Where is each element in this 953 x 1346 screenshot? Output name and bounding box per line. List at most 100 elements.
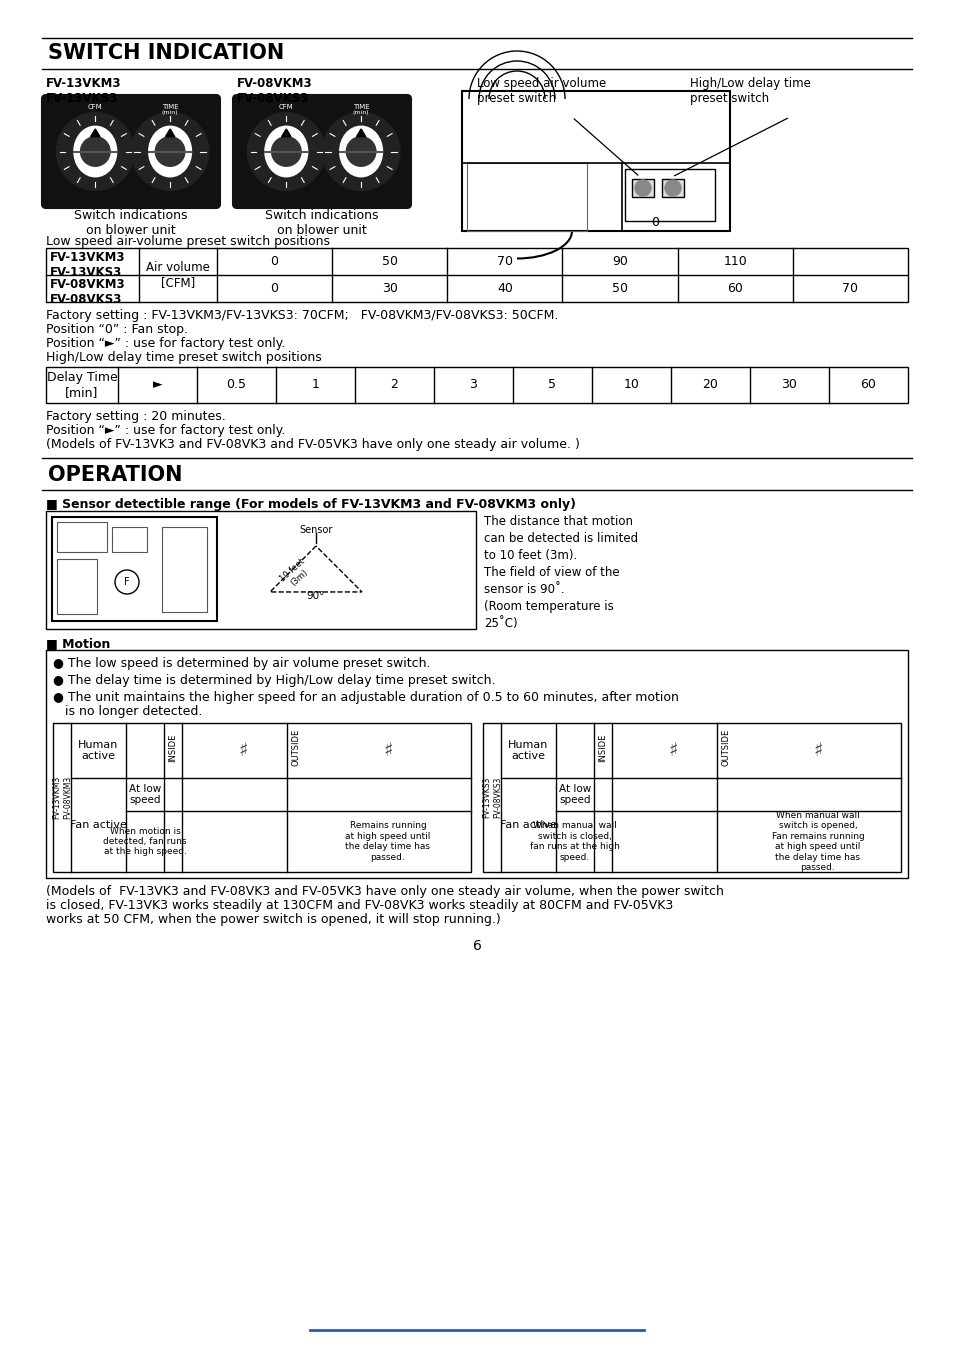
Text: At low
speed: At low speed — [558, 783, 591, 805]
Bar — [467, 163, 586, 232]
Text: 5: 5 — [548, 378, 556, 392]
Text: 10: 10 — [623, 378, 639, 392]
Text: TIME: TIME — [353, 104, 369, 110]
Text: Factory setting : FV-13VKM3/FV-13VKS3: 70CFM;   FV-08VKM3/FV-08VKS3: 50CFM.: Factory setting : FV-13VKM3/FV-13VKS3: 7… — [46, 310, 558, 322]
Text: 70: 70 — [841, 283, 858, 295]
Text: FV-08VKM3
FV-08VKS3: FV-08VKM3 FV-08VKS3 — [236, 77, 313, 105]
Text: 6: 6 — [472, 940, 481, 953]
Circle shape — [132, 113, 209, 190]
Text: Fan active: Fan active — [70, 820, 127, 830]
Text: ● The unit maintains the higher speed for an adjustable duration of 0.5 to 60 mi: ● The unit maintains the higher speed fo… — [53, 690, 679, 704]
Text: ♯: ♯ — [383, 742, 393, 760]
Circle shape — [247, 113, 325, 190]
Text: FV-13VKS3
FV-08VKS3: FV-13VKS3 FV-08VKS3 — [481, 777, 501, 818]
Circle shape — [664, 180, 680, 197]
Text: Sensor: Sensor — [299, 525, 333, 534]
Circle shape — [155, 137, 185, 167]
Text: ♯: ♯ — [668, 742, 678, 760]
Text: ■ Motion: ■ Motion — [46, 637, 111, 650]
Text: 30: 30 — [381, 283, 397, 295]
Text: Position “►” : use for factory test only.: Position “►” : use for factory test only… — [46, 424, 285, 437]
Text: High/Low delay time preset switch positions: High/Low delay time preset switch positi… — [46, 351, 321, 363]
Bar — [46, 650, 907, 878]
Text: 10 feet
(3m): 10 feet (3m) — [278, 557, 314, 591]
Text: INSIDE: INSIDE — [598, 734, 607, 762]
Bar — [52, 517, 216, 621]
Text: 50: 50 — [612, 283, 627, 295]
Text: At low
speed: At low speed — [129, 783, 161, 805]
Text: (Models of  FV-13VK3 and FV-08VK3 and FV-05VK3 have only one steady air volume, : (Models of FV-13VK3 and FV-08VK3 and FV-… — [46, 886, 723, 898]
Text: works at 50 CFM, when the power switch is opened, it will stop running.): works at 50 CFM, when the power switch i… — [46, 913, 500, 926]
Text: FV-13VKM3
FV-13VKS3: FV-13VKM3 FV-13VKS3 — [50, 250, 126, 279]
Text: Human
active: Human active — [508, 740, 548, 762]
Text: TIME: TIME — [162, 104, 178, 110]
Circle shape — [80, 137, 110, 167]
Text: FV-08VKM3
FV-08VKS3: FV-08VKM3 FV-08VKS3 — [50, 279, 126, 306]
Text: is no longer detected.: is no longer detected. — [53, 705, 202, 717]
Bar — [53, 723, 471, 872]
Text: 0.5: 0.5 — [226, 378, 246, 392]
Text: ♯: ♯ — [812, 742, 821, 760]
Text: OPERATION: OPERATION — [48, 464, 182, 485]
Text: When manual wall
switch is closed,
fan runs at the high
speed.: When manual wall switch is closed, fan r… — [530, 821, 619, 861]
Text: (min): (min) — [162, 110, 178, 114]
Bar — [631, 179, 654, 197]
Bar — [162, 528, 207, 612]
Text: 50: 50 — [381, 254, 397, 268]
Text: 60: 60 — [726, 283, 742, 295]
Ellipse shape — [149, 127, 192, 176]
Text: The distance that motion
can be detected is limited
to 10 feet (3m).
The field o: The distance that motion can be detected… — [483, 516, 638, 630]
Text: F: F — [124, 577, 130, 587]
Text: Factory setting : 20 minutes.: Factory setting : 20 minutes. — [46, 411, 226, 423]
Circle shape — [56, 113, 134, 190]
Text: CFM: CFM — [278, 104, 294, 110]
Text: 20: 20 — [701, 378, 718, 392]
Text: 1: 1 — [312, 378, 319, 392]
Circle shape — [272, 137, 301, 167]
Bar — [482, 723, 900, 872]
Text: High/Low delay time
preset switch: High/Low delay time preset switch — [689, 77, 810, 105]
Text: 30: 30 — [781, 378, 797, 392]
Bar — [112, 528, 147, 552]
Polygon shape — [91, 129, 100, 137]
Text: ■ Sensor detectible range (For models of FV-13VKM3 and FV-08VKM3 only): ■ Sensor detectible range (For models of… — [46, 498, 576, 511]
Text: 0: 0 — [271, 254, 278, 268]
Text: When manual wall
switch is opened,
Fan remains running
at high speed until
the d: When manual wall switch is opened, Fan r… — [771, 812, 863, 872]
Circle shape — [346, 137, 375, 167]
Polygon shape — [356, 129, 365, 137]
Text: 40: 40 — [497, 283, 513, 295]
Text: FV-13VKM3
FV-08VKM3: FV-13VKM3 FV-08VKM3 — [51, 775, 72, 820]
Text: When motion is
detected, fan runs
at the high speed.: When motion is detected, fan runs at the… — [103, 826, 187, 856]
Text: Fan active: Fan active — [499, 820, 557, 830]
Text: Human
active: Human active — [78, 740, 118, 762]
Text: 60: 60 — [860, 378, 876, 392]
Text: OUTSIDE: OUTSIDE — [720, 730, 730, 766]
Text: (Models of FV-13VK3 and FV-08VK3 and FV-05VK3 have only one steady air volume. ): (Models of FV-13VK3 and FV-08VK3 and FV-… — [46, 437, 579, 451]
Circle shape — [322, 113, 399, 190]
Text: 90°: 90° — [307, 591, 325, 602]
Text: 3: 3 — [469, 378, 476, 392]
Text: Remains running
at high speed until
the delay time has
passed.: Remains running at high speed until the … — [345, 821, 430, 861]
Text: Low speed air-volume preset switch positions: Low speed air-volume preset switch posit… — [46, 236, 330, 248]
Text: Position “►” : use for factory test only.: Position “►” : use for factory test only… — [46, 336, 285, 350]
Bar — [57, 559, 97, 614]
Text: ● The low speed is determined by air volume preset switch.: ● The low speed is determined by air vol… — [53, 657, 430, 670]
Bar — [661, 179, 683, 197]
Text: Low speed air volume
preset switch: Low speed air volume preset switch — [476, 77, 605, 105]
FancyBboxPatch shape — [42, 96, 220, 209]
Text: 0: 0 — [271, 283, 278, 295]
Text: 2: 2 — [390, 378, 398, 392]
Circle shape — [635, 180, 650, 197]
Text: (min): (min) — [353, 110, 369, 114]
Polygon shape — [281, 129, 291, 137]
Text: Switch indications
on blower unit: Switch indications on blower unit — [265, 209, 378, 237]
Text: ♯: ♯ — [238, 742, 248, 760]
Bar — [46, 367, 907, 402]
Text: SWITCH INDICATION: SWITCH INDICATION — [48, 43, 284, 63]
Text: FV-13VKM3
FV-13VKS3: FV-13VKM3 FV-13VKS3 — [46, 77, 121, 105]
FancyBboxPatch shape — [233, 96, 411, 209]
Text: OUTSIDE: OUTSIDE — [291, 730, 300, 766]
Text: Switch indications
on blower unit: Switch indications on blower unit — [74, 209, 188, 237]
Text: INSIDE: INSIDE — [169, 734, 177, 762]
Bar — [461, 92, 729, 232]
